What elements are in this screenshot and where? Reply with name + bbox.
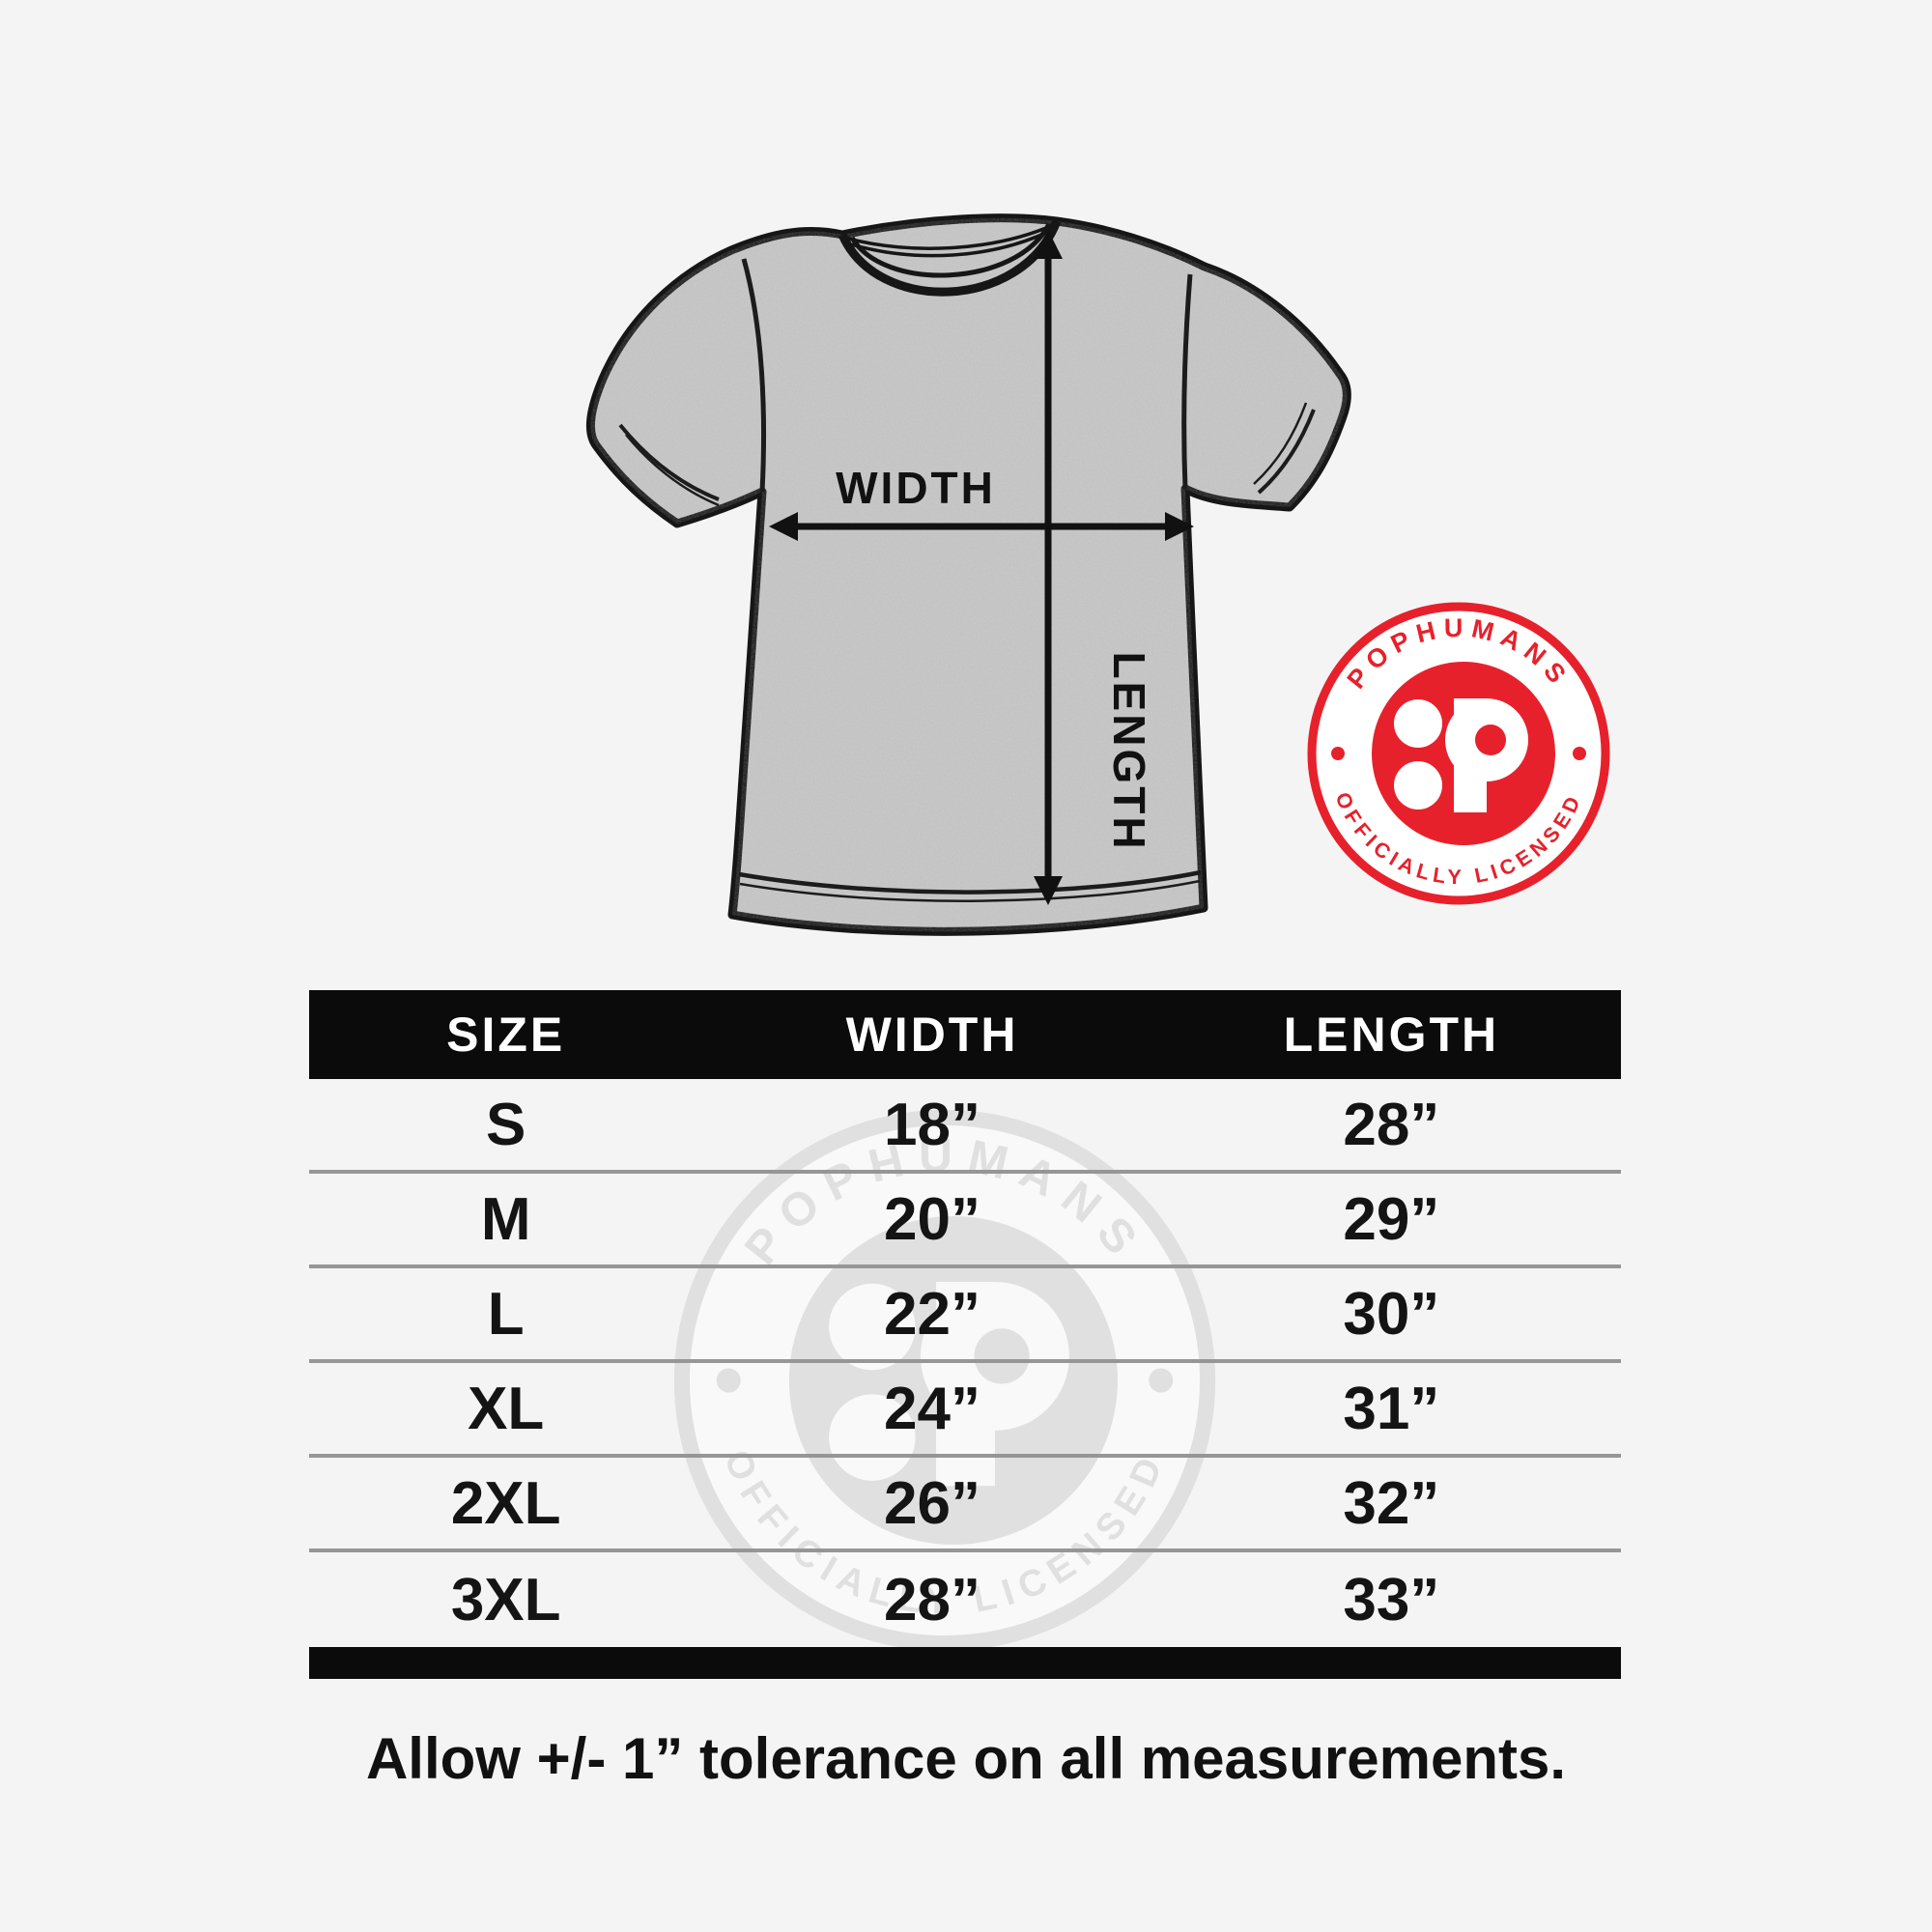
length-arrow-bottom-head xyxy=(1034,876,1063,905)
size-table-header: SIZE WIDTH LENGTH xyxy=(309,990,1621,1079)
header-length: LENGTH xyxy=(1283,1008,1500,1062)
cell-width: 26” xyxy=(884,1469,981,1537)
cell-width: 20” xyxy=(884,1185,981,1253)
cell-width: 28” xyxy=(884,1566,981,1634)
cell-width: 18” xyxy=(884,1091,981,1158)
cell-width: 22” xyxy=(884,1280,981,1348)
cell-length: 31” xyxy=(1343,1375,1440,1442)
cell-length: 28” xyxy=(1343,1091,1440,1158)
header-width: WIDTH xyxy=(845,1008,1019,1062)
size-table-body: S 18” 28” M 20” 29” L 22” 30” XL 24” 31”… xyxy=(309,1079,1621,1647)
cell-size: L xyxy=(487,1280,525,1348)
table-row: S 18” 28” xyxy=(309,1079,1621,1174)
width-measure: WIDTH xyxy=(769,463,1194,541)
cell-length: 30” xyxy=(1343,1280,1440,1348)
length-measure: LENGTH xyxy=(1034,230,1154,905)
width-arrow-right-head xyxy=(1165,512,1194,541)
table-row: 2XL 26” 32” xyxy=(309,1458,1621,1552)
table-row: XL 24” 31” xyxy=(309,1363,1621,1458)
table-row: M 20” 29” xyxy=(309,1174,1621,1268)
table-row: L 22” 30” xyxy=(309,1268,1621,1363)
table-row: 3XL 28” 33” xyxy=(309,1552,1621,1647)
tshirt-illustration xyxy=(585,213,1351,936)
table-bottom-bar xyxy=(309,1647,1621,1679)
width-label: WIDTH xyxy=(836,463,996,513)
cell-size: 2XL xyxy=(450,1469,561,1537)
cell-length: 33” xyxy=(1343,1566,1440,1634)
width-arrow-left-head xyxy=(769,512,798,541)
cell-width: 24” xyxy=(884,1375,981,1442)
cell-size: 3XL xyxy=(450,1566,561,1634)
cell-size: S xyxy=(486,1091,526,1158)
length-arrow-line xyxy=(1044,242,1052,894)
size-table: SIZE WIDTH LENGTH S 18” 28” M 20” 29” L … xyxy=(309,990,1621,1679)
cell-length: 32” xyxy=(1343,1469,1440,1537)
cell-size: M xyxy=(480,1185,531,1253)
cell-size: XL xyxy=(468,1375,545,1442)
tshirt-seams xyxy=(618,258,1316,902)
tolerance-caption: Allow +/- 1” tolerance on all measuremen… xyxy=(365,1726,1567,1791)
length-arrow-top-head xyxy=(1034,230,1063,259)
length-label: LENGTH xyxy=(1104,651,1154,851)
cell-length: 29” xyxy=(1343,1185,1440,1253)
tshirt-heather-texture xyxy=(590,217,1348,932)
width-arrow-line xyxy=(779,523,1184,530)
licensed-badge xyxy=(1312,607,1605,900)
header-size: SIZE xyxy=(446,1008,566,1062)
